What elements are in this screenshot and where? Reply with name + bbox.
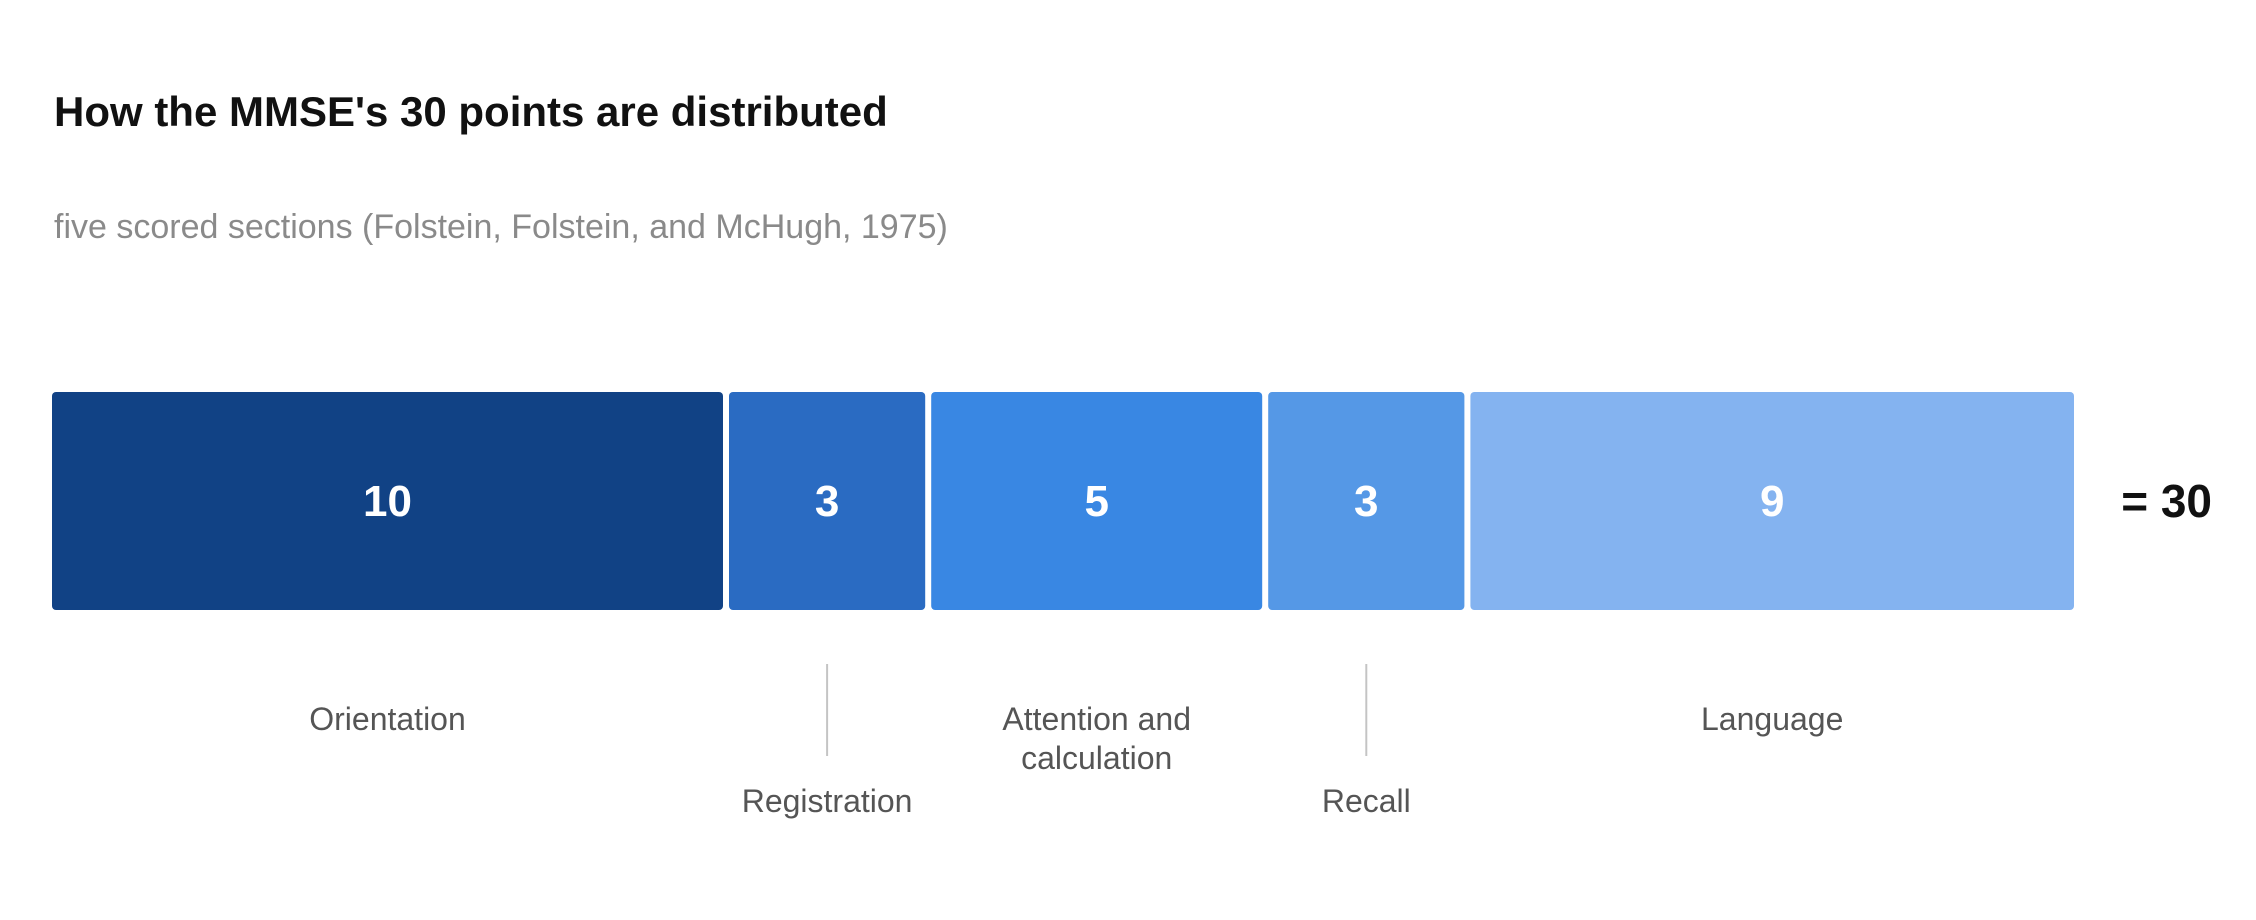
- category-label-language: Language: [1701, 701, 1843, 737]
- value-label-language: 9: [1760, 477, 1784, 526]
- value-label-recall: 3: [1354, 477, 1378, 526]
- chart-title: How the MMSE's 30 points are distributed: [54, 88, 888, 135]
- category-labels: Orientation Registration Attention andcalc…: [309, 701, 1843, 819]
- chart-subtitle: five scored sections (Folstein, Folstein…: [54, 208, 948, 246]
- category-label-attention-and-calculation-line-1: Attention and: [1002, 701, 1191, 737]
- total-label: = 30: [2121, 475, 2212, 527]
- bar-recall: [1268, 392, 1465, 610]
- category-label-registration: Registration: [742, 783, 913, 819]
- bar-orientation: [52, 392, 723, 610]
- bar-attention-and-calculation: [931, 392, 1263, 610]
- category-label-attention-and-calculation-line-2: calculation: [1021, 740, 1172, 776]
- value-label-registration: 3: [815, 477, 839, 526]
- leader-lines: [826, 664, 1368, 756]
- bar-language: [1470, 392, 2074, 610]
- value-labels: 10 3 5 3 9: [363, 477, 1784, 526]
- value-label-orientation: 10: [363, 477, 412, 526]
- category-label-recall: Recall: [1322, 783, 1411, 819]
- value-label-attention-and-calculation: 5: [1084, 477, 1108, 526]
- bar-segments: [52, 392, 2074, 610]
- bar-registration: [729, 392, 926, 610]
- category-label-orientation: Orientation: [309, 701, 466, 737]
